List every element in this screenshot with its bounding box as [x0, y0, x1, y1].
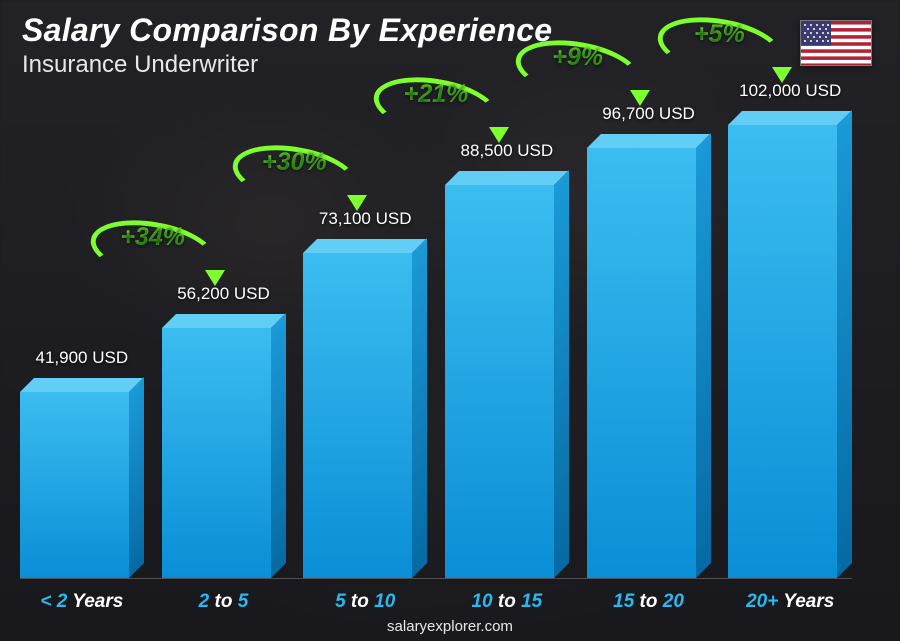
bar-value-label: 102,000 USD: [739, 81, 841, 101]
x-label-plain: Years: [778, 591, 834, 612]
arrow-down-icon: [772, 67, 792, 83]
bar-side-face: [129, 377, 144, 578]
delta-indicator: +34%: [82, 218, 224, 278]
delta-label: +5%: [694, 20, 745, 49]
bar: [445, 185, 569, 578]
chart-canvas: Salary Comparison By Experience Insuranc…: [0, 0, 900, 641]
arrow-down-icon: [205, 270, 225, 286]
x-axis-label: 10 to 15: [445, 591, 569, 613]
x-label-accent2: 20: [663, 591, 684, 612]
delta-label: +30%: [262, 148, 327, 177]
bar-front-face: [162, 328, 271, 578]
x-label-mid: to: [634, 591, 663, 612]
bar-value-label: 56,200 USD: [177, 284, 270, 304]
bar-value-label: 73,100 USD: [319, 209, 412, 229]
bar-value-label: 41,900 USD: [36, 348, 129, 368]
delta-label: +9%: [552, 43, 603, 72]
bar-top-face: [728, 111, 851, 125]
bar: [162, 328, 286, 578]
bar-side-face: [837, 110, 852, 578]
bar: [587, 148, 711, 578]
chart-title: Salary Comparison By Experience: [22, 12, 552, 49]
x-label-mid: to: [493, 591, 522, 612]
arrow-down-icon: [347, 195, 367, 211]
bar-front-face: [587, 148, 696, 578]
bar-slot: 41,900 USD: [20, 90, 144, 578]
chart-area: 41,900 USD 56,200 USD 73,100 USD 88,500 USD…: [20, 90, 852, 579]
bar-top-face: [587, 134, 710, 148]
delta-indicator: +9%: [507, 38, 649, 98]
bar: [20, 392, 144, 578]
x-axis-label: < 2 Years: [20, 591, 144, 613]
delta-indicator: +21%: [365, 75, 507, 135]
x-axis-labels: < 2 Years2 to 55 to 1010 to 1515 to 2020…: [20, 591, 852, 613]
bar: [728, 125, 852, 578]
x-label-mid: to: [346, 591, 375, 612]
bar-slot: 102,000 USD: [728, 90, 852, 578]
x-label-accent: 15: [613, 591, 634, 612]
x-axis-label: 2 to 5: [162, 591, 286, 613]
bar-side-face: [554, 170, 569, 578]
delta-indicator: +5%: [649, 15, 791, 75]
x-label-accent: 10: [471, 591, 492, 612]
bar-top-face: [303, 239, 426, 253]
bar-front-face: [445, 185, 554, 578]
arrow-down-icon: [489, 127, 509, 143]
bar-front-face: [728, 125, 837, 578]
bar-top-face: [162, 314, 285, 328]
delta-indicator: +30%: [224, 143, 366, 203]
bar-side-face: [271, 313, 286, 578]
x-label-accent: 2: [199, 591, 210, 612]
x-axis-label: 5 to 10: [303, 591, 427, 613]
x-label-accent: 5: [335, 591, 346, 612]
header: Salary Comparison By Experience Insuranc…: [22, 12, 552, 79]
bar-side-face: [412, 238, 427, 578]
x-label-accent2: 15: [521, 591, 542, 612]
x-label-accent: < 2: [40, 591, 67, 612]
delta-label: +21%: [404, 80, 469, 109]
bar-value-label: 88,500 USD: [461, 141, 554, 161]
footer-attribution: salaryexplorer.com: [0, 618, 900, 635]
bar-top-face: [20, 378, 143, 392]
bar-value-label: 96,700 USD: [602, 104, 695, 124]
bar-front-face: [20, 392, 129, 578]
bar-slot: 88,500 USD: [445, 90, 569, 578]
country-flag-us: [800, 20, 872, 66]
x-label-mid: to: [209, 591, 238, 612]
delta-label: +34%: [120, 223, 185, 252]
bar-front-face: [303, 253, 412, 578]
x-axis-label: 20+ Years: [728, 591, 852, 613]
x-label-accent2: 10: [374, 591, 395, 612]
bar-slot: 96,700 USD: [587, 90, 711, 578]
bar-side-face: [696, 133, 711, 578]
arrow-down-icon: [630, 90, 650, 106]
x-axis-label: 15 to 20: [587, 591, 711, 613]
x-label-accent: 20+: [746, 591, 778, 612]
bar: [303, 253, 427, 578]
x-label-accent2: 5: [238, 591, 249, 612]
x-label-plain: Years: [67, 591, 123, 612]
bar-top-face: [445, 171, 568, 185]
